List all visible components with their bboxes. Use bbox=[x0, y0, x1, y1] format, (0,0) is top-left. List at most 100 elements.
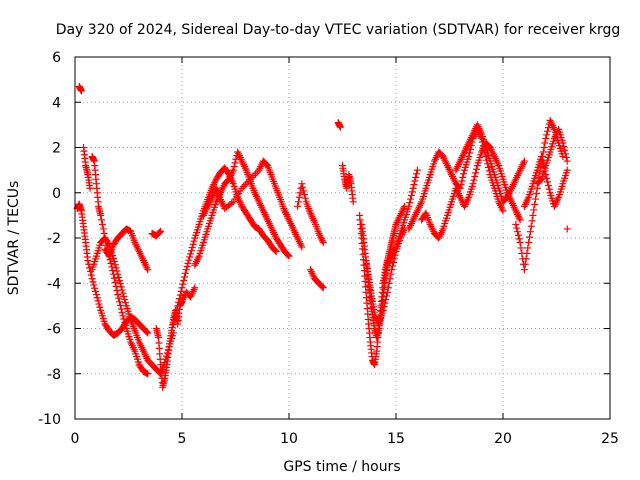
data-point bbox=[299, 183, 307, 191]
data-point bbox=[169, 320, 177, 328]
data-point bbox=[172, 309, 180, 317]
data-point bbox=[112, 282, 120, 290]
data-point bbox=[117, 305, 125, 313]
data-point bbox=[531, 201, 539, 209]
data-point bbox=[561, 150, 569, 158]
data-point bbox=[384, 284, 392, 292]
data-point bbox=[96, 303, 104, 311]
data-point bbox=[319, 284, 327, 292]
data-point bbox=[563, 166, 571, 174]
data-point bbox=[538, 153, 546, 161]
data-point bbox=[530, 206, 538, 214]
x-tick-label: 5 bbox=[178, 431, 187, 447]
data-point bbox=[407, 195, 415, 203]
data-point bbox=[186, 253, 194, 261]
data-point bbox=[543, 174, 551, 182]
axis-ticks: 0 5 10 15 20 25 -10 -8 -6 -4 -2 0 2 4 6 bbox=[38, 50, 619, 447]
data-point bbox=[349, 198, 357, 206]
data-point bbox=[86, 184, 94, 192]
data-point bbox=[231, 159, 239, 167]
data-point bbox=[100, 229, 108, 237]
data-point bbox=[387, 270, 395, 278]
y-tick-label: -10 bbox=[38, 412, 61, 428]
data-point bbox=[171, 313, 179, 321]
data-point bbox=[472, 165, 480, 173]
data-point bbox=[382, 296, 390, 304]
data-point bbox=[144, 266, 152, 274]
data-point bbox=[122, 321, 130, 329]
data-point bbox=[144, 370, 152, 378]
data-point bbox=[559, 139, 567, 147]
y-tick-label: -6 bbox=[47, 322, 61, 338]
data-point bbox=[528, 217, 536, 225]
data-point bbox=[284, 251, 292, 259]
data-point bbox=[116, 298, 124, 306]
data-point bbox=[389, 258, 397, 266]
data-point bbox=[106, 256, 114, 264]
x-axis-title: GPS time / hours bbox=[283, 459, 400, 475]
data-point bbox=[230, 163, 238, 171]
data-point bbox=[120, 315, 128, 323]
data-point bbox=[562, 153, 570, 161]
data-point bbox=[98, 220, 106, 228]
data-point bbox=[457, 181, 465, 189]
y-tick-label: 2 bbox=[52, 141, 61, 157]
data-point bbox=[93, 294, 101, 302]
x-tick-label: 0 bbox=[71, 431, 80, 447]
grid bbox=[75, 57, 610, 419]
data-point bbox=[466, 149, 474, 157]
data-point bbox=[300, 191, 308, 199]
data-point bbox=[542, 134, 550, 142]
x-tick-label: 15 bbox=[387, 431, 405, 447]
data-point bbox=[524, 244, 532, 252]
data-point bbox=[544, 127, 552, 135]
data-point bbox=[526, 228, 534, 236]
data-point bbox=[170, 316, 178, 324]
data-point bbox=[156, 228, 164, 236]
data-point bbox=[94, 297, 102, 305]
data-point bbox=[472, 169, 480, 177]
data-point bbox=[179, 280, 187, 288]
data-point bbox=[410, 181, 418, 189]
data-point bbox=[121, 318, 129, 326]
series-pass-late-b bbox=[520, 153, 571, 210]
data-point bbox=[90, 281, 98, 289]
y-tick-label: -2 bbox=[47, 231, 61, 247]
data-point bbox=[460, 170, 468, 178]
data-point bbox=[250, 172, 258, 180]
data-point bbox=[120, 292, 128, 300]
data-point bbox=[411, 177, 419, 185]
data-point bbox=[118, 309, 126, 317]
data-point bbox=[379, 306, 387, 314]
data-point bbox=[175, 295, 183, 303]
data-point bbox=[563, 157, 571, 165]
data-point bbox=[512, 220, 520, 228]
data-point bbox=[390, 255, 398, 263]
data-point bbox=[174, 302, 182, 310]
data-point bbox=[543, 131, 551, 139]
data-point bbox=[407, 191, 415, 199]
data-point bbox=[514, 231, 522, 239]
data-point bbox=[176, 291, 184, 299]
data-point bbox=[409, 184, 417, 192]
y-tick-label: 6 bbox=[52, 50, 61, 66]
x-tick-label: 20 bbox=[494, 431, 512, 447]
data-point bbox=[263, 161, 271, 169]
data-point bbox=[514, 228, 522, 236]
x-tick-label: 10 bbox=[280, 431, 298, 447]
data-point bbox=[181, 269, 189, 277]
data-point bbox=[110, 254, 118, 262]
chart-title: Day 320 of 2024, Sidereal Day-to-day VTE… bbox=[56, 22, 621, 38]
data-point bbox=[541, 139, 549, 147]
data-point bbox=[408, 188, 416, 196]
data-point bbox=[110, 274, 118, 282]
series-pass-rise-c bbox=[199, 157, 306, 251]
data-point bbox=[184, 259, 192, 267]
data-point bbox=[190, 237, 198, 245]
data-point bbox=[560, 143, 568, 151]
data-point bbox=[561, 146, 569, 154]
data-point bbox=[84, 257, 92, 265]
data-point bbox=[98, 216, 106, 224]
data-point bbox=[121, 296, 129, 304]
